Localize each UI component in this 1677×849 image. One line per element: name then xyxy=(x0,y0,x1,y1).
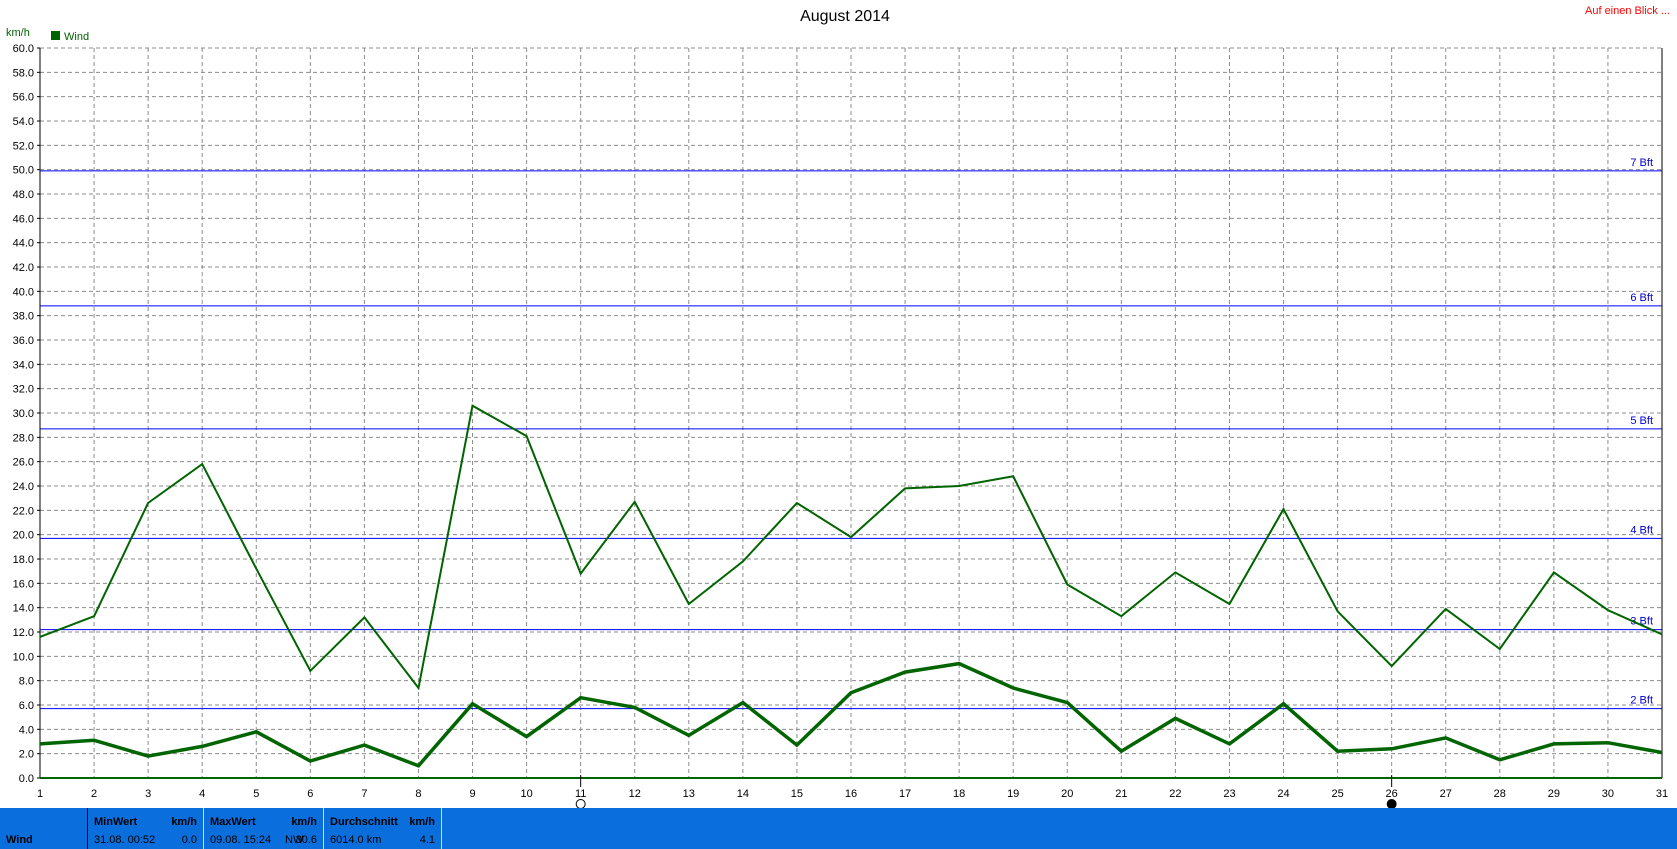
x-tick-label: 6 xyxy=(307,788,313,800)
max-cell: MaxWert km/h 09.08. 15:24 NW 30.6 xyxy=(204,808,324,849)
y-tick-label: 18.0 xyxy=(13,554,34,566)
x-tick-label: 10 xyxy=(520,788,532,800)
x-tick-label: 26 xyxy=(1386,788,1398,800)
y-tick-label: 56.0 xyxy=(13,92,34,104)
x-tick-label: 1 xyxy=(37,788,43,800)
x-tick-label: 7 xyxy=(361,788,367,800)
y-tick-label: 24.0 xyxy=(13,481,34,493)
x-tick-label: 17 xyxy=(899,788,911,800)
y-tick-label: 10.0 xyxy=(13,651,34,663)
row-label: Wind xyxy=(6,834,33,846)
x-tick-label: 8 xyxy=(415,788,421,800)
x-tick-label: 5 xyxy=(253,788,259,800)
wind-series-line xyxy=(39,661,1663,768)
avg-unit: km/h xyxy=(409,816,435,828)
y-tick-label: 22.0 xyxy=(13,505,34,517)
avg-header: Durchschnitt xyxy=(330,816,398,828)
y-tick-label: 20.0 xyxy=(13,530,34,542)
max-time: 09.08. 15:24 xyxy=(210,834,272,846)
x-tick-label: 9 xyxy=(469,788,475,800)
legend-swatch xyxy=(51,31,60,40)
x-tick-label: 23 xyxy=(1223,788,1235,800)
y-tick-label: 16.0 xyxy=(13,578,34,590)
x-tick-label: 15 xyxy=(791,788,803,800)
wind-series-line xyxy=(39,404,1663,691)
full-moon-icon xyxy=(575,799,586,808)
beaufort-label: 3 Bft xyxy=(1630,616,1653,628)
x-tick-label: 3 xyxy=(145,788,151,800)
y-tick-label: 44.0 xyxy=(13,238,34,250)
x-tick-label: 27 xyxy=(1440,788,1452,800)
y-tick-label: 12.0 xyxy=(13,627,34,639)
x-tick-label: 11 xyxy=(575,788,586,800)
x-tick-label: 18 xyxy=(953,788,965,800)
chart-title: August 2014 xyxy=(800,8,890,25)
avg-value: 4.1 xyxy=(419,834,435,846)
y-tick-label: 34.0 xyxy=(13,359,34,371)
x-tick-label: 30 xyxy=(1602,788,1614,800)
x-tick-label: 14 xyxy=(737,788,749,800)
y-tick-label: 28.0 xyxy=(13,432,34,444)
y-tick-label: 4.0 xyxy=(19,724,34,736)
y-tick-label: 58.0 xyxy=(13,67,34,79)
beaufort-label: 7 Bft xyxy=(1630,157,1653,169)
y-tick-label: 14.0 xyxy=(13,603,34,615)
max-header: MaxWert xyxy=(210,816,256,828)
beaufort-label: 4 Bft xyxy=(1630,524,1653,536)
x-tick-label: 25 xyxy=(1331,788,1343,800)
y-tick-label: 2.0 xyxy=(19,749,34,761)
x-tick-label: 12 xyxy=(629,788,641,800)
min-time: 31.08. 00:52 xyxy=(94,834,156,846)
max-value: 30.6 xyxy=(295,834,317,846)
y-tick-label: 40.0 xyxy=(13,286,34,298)
y-tick-label: 42.0 xyxy=(13,262,34,274)
x-tick-label: 24 xyxy=(1277,788,1289,800)
x-tick-label: 13 xyxy=(683,788,695,800)
y-tick-label: 52.0 xyxy=(13,140,34,152)
min-value: 0.0 xyxy=(181,834,197,846)
y-tick-label: 54.0 xyxy=(13,116,34,128)
avg-cell: Durchschnitt km/h 6014.0 km 4.1 xyxy=(324,808,442,849)
new-moon-icon xyxy=(1386,799,1397,808)
y-tick-label: 48.0 xyxy=(13,189,34,201)
min-unit: km/h xyxy=(171,816,197,828)
beaufort-label: 2 Bft xyxy=(1630,695,1653,707)
y-tick-label: 26.0 xyxy=(13,457,34,469)
y-tick-label: 50.0 xyxy=(13,165,34,177)
y-tick-label: 6.0 xyxy=(19,700,34,712)
avg-distance: 6014.0 km xyxy=(330,834,382,846)
y-tick-label: 32.0 xyxy=(13,384,34,396)
y-tick-label: 60.0 xyxy=(13,43,34,55)
min-cell: MinWert km/h 31.08. 00:52 0.0 xyxy=(88,808,204,849)
y-axis-unit: km/h xyxy=(6,27,30,39)
row-label-cell: Wind xyxy=(0,808,88,849)
x-tick-label: 31 xyxy=(1656,788,1668,800)
wind-chart: August 2014 km/h Wind 2 Bft 3 Bft 4 Bft 5 B… xyxy=(6,8,1668,808)
x-tick-label: 20 xyxy=(1061,788,1073,800)
y-tick-label: 36.0 xyxy=(13,335,34,347)
x-tick-label: 29 xyxy=(1548,788,1560,800)
x-tick-label: 2 xyxy=(91,788,97,800)
y-tick-label: 8.0 xyxy=(19,676,34,688)
stats-footer: Wind MinWert km/h 31.08. 00:52 0.0 MaxWe… xyxy=(0,808,1677,849)
y-tick-label: 30.0 xyxy=(13,408,34,420)
x-tick-label: 16 xyxy=(845,788,857,800)
legend-label: Wind xyxy=(64,31,89,43)
x-tick-label: 21 xyxy=(1115,788,1127,800)
y-tick-label: 46.0 xyxy=(13,213,34,225)
x-tick-label: 22 xyxy=(1169,788,1181,800)
x-tick-label: 28 xyxy=(1494,788,1506,800)
min-header: MinWert xyxy=(94,816,138,828)
overview-link[interactable]: Auf einen Blick ... xyxy=(1585,5,1670,17)
y-tick-label: 38.0 xyxy=(13,311,34,323)
beaufort-label: 5 Bft xyxy=(1630,415,1653,427)
beaufort-label: 6 Bft xyxy=(1630,292,1653,304)
x-tick-label: 19 xyxy=(1007,788,1019,800)
max-unit: km/h xyxy=(291,816,317,828)
x-tick-label: 4 xyxy=(199,788,205,800)
y-tick-label: 0.0 xyxy=(19,773,34,785)
max-direction: NW xyxy=(285,834,304,846)
